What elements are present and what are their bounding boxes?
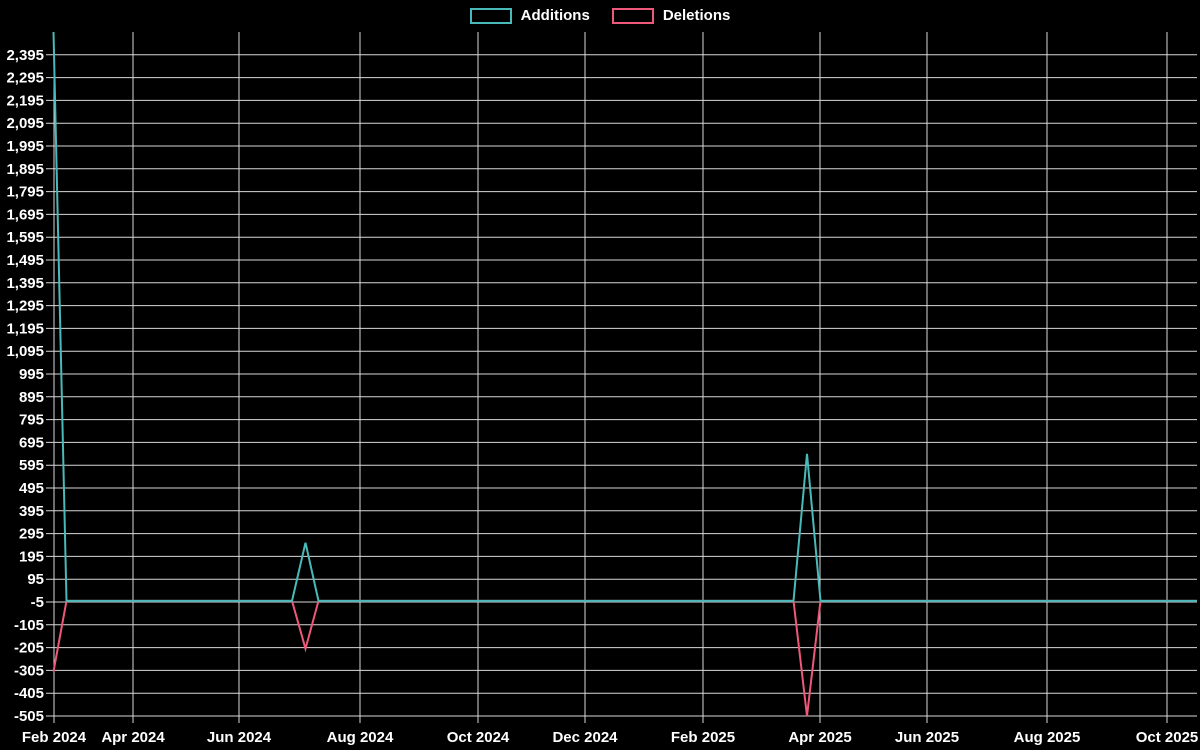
additions-swatch-icon — [469, 8, 512, 24]
y-axis-label: 595 — [19, 457, 44, 474]
legend-label-deletions: Deletions — [662, 7, 731, 24]
y-axis-label: 895 — [19, 389, 44, 406]
y-axis-label: -305 — [14, 662, 44, 679]
legend-item-deletions[interactable]: Deletions — [611, 7, 731, 25]
y-axis-label: 1,595 — [6, 229, 44, 246]
y-axis-label: 295 — [19, 526, 44, 543]
y-axis-label: 995 — [19, 366, 44, 383]
x-axis-label: Apr 2025 — [788, 729, 851, 746]
x-axis-label: Feb 2024 — [22, 729, 87, 746]
x-axis-label: Oct 2024 — [447, 729, 510, 746]
y-axis-label: 495 — [19, 480, 44, 497]
y-axis-label: -105 — [14, 617, 44, 634]
y-axis-label: -505 — [14, 708, 44, 725]
y-axis-label: 95 — [27, 571, 44, 588]
legend-item-additions[interactable]: Additions — [469, 7, 590, 25]
y-axis-label: 2,195 — [6, 92, 44, 109]
x-axis-label: Aug 2025 — [1014, 729, 1081, 746]
y-axis-label: 1,395 — [6, 275, 44, 292]
y-axis-label: 1,995 — [6, 138, 44, 155]
series-line-additions — [52, 31, 1197, 602]
y-axis-label: 1,295 — [6, 298, 44, 315]
x-axis-label: Apr 2024 — [101, 729, 165, 746]
y-axis-label: 795 — [19, 412, 44, 429]
y-axis-label: 395 — [19, 503, 44, 520]
y-axis-label: -405 — [14, 685, 44, 702]
x-axis-label: Feb 2025 — [671, 729, 735, 746]
x-axis-label: Jun 2025 — [895, 729, 959, 746]
y-axis-label: 195 — [19, 548, 44, 565]
chart-legend: Additions Deletions — [0, 7, 1200, 25]
y-axis-label: 2,295 — [6, 70, 44, 87]
y-axis-label: -5 — [31, 594, 44, 611]
y-axis-label: -205 — [14, 640, 44, 657]
y-axis-label: 1,695 — [6, 206, 44, 223]
x-axis-label: Aug 2024 — [327, 729, 394, 746]
y-axis-label: 1,095 — [6, 343, 44, 360]
y-axis-label: 2,395 — [6, 47, 44, 64]
series-line-deletions — [52, 599, 1197, 717]
y-axis-label: 1,895 — [6, 161, 44, 178]
y-axis-label: 1,495 — [6, 252, 44, 269]
y-axis-label: 1,795 — [6, 184, 44, 201]
deletions-swatch-icon — [611, 8, 654, 24]
x-axis-label: Oct 2025 — [1136, 729, 1199, 746]
x-axis-label: Dec 2024 — [552, 729, 618, 746]
x-axis-label: Jun 2024 — [207, 729, 272, 746]
y-axis-label: 695 — [19, 434, 44, 451]
legend-label-additions: Additions — [520, 7, 590, 24]
y-axis-label: 2,095 — [6, 115, 44, 132]
y-axis-label: 1,195 — [6, 320, 44, 337]
